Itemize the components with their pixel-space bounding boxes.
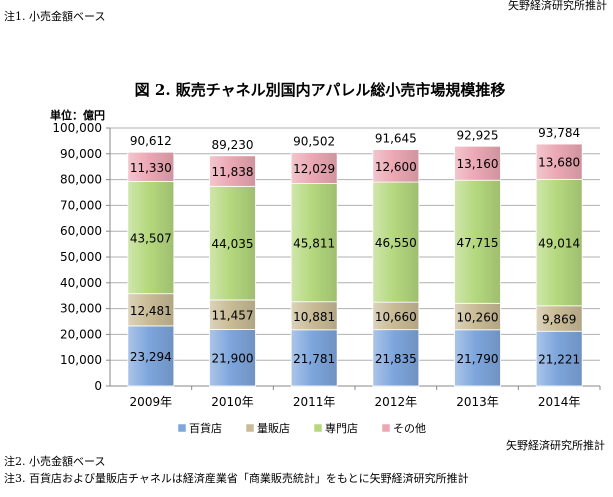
x-tick-label: 2013年 (456, 395, 499, 409)
data-label: 45,811 (293, 237, 335, 251)
bar-segment (372, 149, 420, 183)
data-label: 13,160 (457, 157, 499, 171)
bar-segment (535, 330, 583, 387)
data-label: 21,781 (293, 352, 335, 366)
legend-swatch (245, 423, 255, 433)
y-tick-label: 60,000 (60, 224, 102, 238)
total-label: 90,502 (293, 135, 335, 149)
data-label: 43,507 (130, 232, 172, 246)
grid-lines (110, 127, 600, 387)
data-label: 12,029 (293, 162, 335, 176)
data-label: 21,900 (212, 352, 254, 366)
bar-segment (454, 302, 501, 331)
bar-segment (535, 305, 583, 332)
bar-segment (127, 151, 175, 182)
data-label: 21,835 (375, 352, 417, 366)
x-tick-label: 2010年 (211, 395, 254, 409)
data-label: 47,715 (457, 236, 499, 250)
total-label: 89,230 (212, 138, 254, 152)
bar-segment (372, 301, 420, 331)
bar-segment (290, 152, 338, 184)
legend-label: 量販店 (257, 421, 290, 435)
bar-segment (535, 178, 583, 307)
unit-label: 単位：億円 (50, 108, 105, 122)
bar-segment (372, 181, 420, 303)
legend: 百貨店 量販店 専門店 その他 (177, 421, 426, 435)
total-label: 91,645 (375, 132, 417, 146)
header-source: 矢野経済研究所推計 (508, 0, 607, 12)
bar-segment (209, 299, 256, 330)
bar-segment (372, 329, 420, 387)
data-label: 44,035 (212, 237, 254, 251)
legend-label: 専門店 (325, 421, 358, 435)
x-tick-label: 2012年 (375, 395, 418, 409)
data-label: 9,869 (542, 313, 576, 327)
data-label: 21,790 (457, 352, 499, 366)
bar-segment (290, 183, 338, 303)
y-tick-label: 100,000 (52, 121, 102, 135)
data-label: 11,838 (212, 165, 254, 179)
x-tick-label: 2009年 (130, 395, 173, 409)
bar-segment (454, 179, 501, 304)
y-axis: 0 10,000 20,000 30,000 40,000 50,000 60,000 70,… (52, 121, 111, 393)
y-tick-label: 20,000 (60, 327, 102, 341)
data-label: 11,330 (130, 161, 172, 175)
bar-segment (127, 293, 175, 327)
footer-note-3: 注3. 百貨店および量販店チャネルは経済産業省「商業販売統計」をもとに矢野経済研… (4, 472, 469, 485)
data-label: 12,481 (130, 304, 172, 318)
bar-segment (290, 301, 338, 331)
x-tick-label: 2011年 (293, 395, 336, 409)
total-label: 92,925 (457, 128, 499, 142)
bar-segment (535, 143, 583, 180)
bar-segment (454, 329, 501, 387)
footer-source: 矢野経済研究所推計 (506, 439, 605, 452)
legend-swatch (313, 423, 323, 433)
y-tick-label: 80,000 (60, 173, 102, 187)
bar-segment (209, 329, 256, 387)
y-tick-label: 90,000 (60, 147, 102, 161)
y-tick-label: 30,000 (60, 302, 102, 316)
total-label: 90,612 (130, 134, 172, 148)
x-tick-label: 2014年 (538, 395, 581, 409)
y-tick-label: 70,000 (60, 198, 102, 212)
bars: 23,294 12,481 43,507 11,330 90,612 21,900 11,4… (127, 126, 583, 387)
x-axis: 2009年 2010年 2011年 2012年 2013年 2014年 (130, 386, 601, 409)
data-label: 13,680 (538, 156, 580, 170)
data-label: 21,221 (538, 353, 580, 367)
y-tick-label: 40,000 (60, 276, 102, 290)
total-label: 93,784 (538, 126, 580, 140)
y-tick-label: 10,000 (60, 353, 102, 367)
chart-title: 図 2. 販売チャネル別国内アパレル総小売市場規模推移 (135, 81, 506, 99)
data-label: 49,014 (538, 237, 580, 251)
footer-note-2: 注2. 小売金額ベース (4, 455, 106, 468)
bar-segment (209, 155, 256, 187)
data-label: 10,881 (293, 310, 335, 324)
data-label: 10,260 (457, 311, 499, 325)
y-tick-label: 50,000 (60, 250, 102, 264)
data-label: 46,550 (375, 236, 417, 250)
legend-swatch (381, 423, 391, 433)
legend-swatch (177, 423, 187, 433)
y-tick-label: 0 (94, 379, 102, 393)
data-label: 23,294 (130, 350, 172, 364)
data-label: 12,600 (375, 160, 417, 174)
legend-label: 百貨店 (189, 421, 222, 435)
header-note: 注1. 小売金額ベース (4, 10, 106, 23)
bar-segment (454, 145, 501, 181)
bar-segment (127, 325, 175, 387)
data-label: 11,457 (212, 309, 254, 323)
legend-label: その他 (393, 422, 426, 435)
data-label: 10,660 (375, 310, 417, 324)
